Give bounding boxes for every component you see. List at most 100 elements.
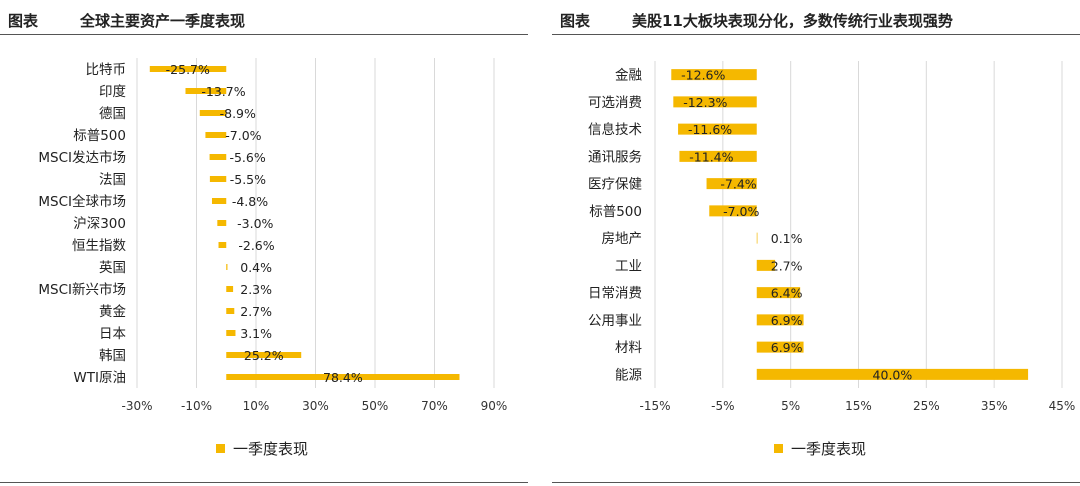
x-tick-label: 90% <box>481 399 508 413</box>
data-label: -5.5% <box>230 172 266 187</box>
category-label: MSCI新兴市场 <box>38 281 126 298</box>
category-label: 恒生指数 <box>72 238 126 254</box>
category-label: 房地产 <box>602 231 643 247</box>
category-label: 日常消费 <box>588 286 642 302</box>
x-tick-label: -30% <box>121 399 152 413</box>
category-label: MSCI发达市场 <box>38 149 126 166</box>
data-label: -12.3% <box>683 95 727 110</box>
data-label: 2.7% <box>240 304 272 319</box>
left-bar-chart: -30% -10% 10% 30% 50% 70% 90% 比特币 -25.7% 印度 -13.7%… <box>38 58 508 413</box>
category-label: 印度 <box>99 84 126 100</box>
x-tick-label: -10% <box>181 399 212 413</box>
right-chart-title: 美股11大板块表现分化，多数传统行业表现强势 <box>632 12 953 30</box>
data-label: -7.0% <box>723 204 759 219</box>
data-label: 78.4% <box>323 370 363 385</box>
category-label: 黄金 <box>99 304 126 320</box>
data-label: -7.4% <box>720 177 756 192</box>
category-label: 医疗保健 <box>588 177 642 193</box>
category-label: 标普500 <box>589 204 642 220</box>
left-legend-label: 一季度表现 <box>233 440 309 458</box>
bar <box>709 205 757 217</box>
left-bottom-rule <box>0 482 528 483</box>
category-label: 信息技术 <box>588 121 642 138</box>
data-label: -13.7% <box>201 84 245 99</box>
bar <box>756 259 776 271</box>
data-label: -3.0% <box>237 216 273 231</box>
right-bottom-rule <box>552 482 1080 483</box>
right-chart-panel: 图表 美股11大板块表现分化，多数传统行业表现强势 -15% -5% 5% 15% 25… <box>552 0 1080 486</box>
data-label: 0.1% <box>771 231 803 246</box>
right-bar-chart: -15% -5% 5% 15% 25% 35% 45% 金融 -12.6% 可选消费 -12.3% 信… <box>588 61 1076 413</box>
data-label: -8.9% <box>220 106 256 121</box>
category-label: 韩国 <box>99 348 126 364</box>
bar <box>678 123 757 135</box>
x-tick-label: 5% <box>781 399 800 413</box>
bar <box>226 264 228 270</box>
data-label: 6.9% <box>771 313 803 328</box>
category-label: 金融 <box>615 68 643 84</box>
data-label: -4.8% <box>232 194 268 209</box>
bar <box>226 330 236 336</box>
category-label: MSCI全球市场 <box>38 193 126 210</box>
bar <box>209 176 227 182</box>
data-label: 6.4% <box>771 286 803 301</box>
bar <box>756 287 801 299</box>
bar <box>226 308 235 314</box>
category-label: 德国 <box>99 106 126 122</box>
x-tick-label: 15% <box>845 399 872 413</box>
bar <box>149 66 227 72</box>
x-tick-label: 10% <box>243 399 270 413</box>
x-tick-label: 45% <box>1049 399 1076 413</box>
bar <box>218 242 227 248</box>
category-label: 工业 <box>615 258 642 274</box>
left-chart-panel: 图表 全球主要资产一季度表现 -30% -10% 10% 30% 50% 70% 90% 比特… <box>0 0 528 486</box>
left-legend: 一季度表现 <box>216 438 308 459</box>
right-title-bar: 图表 美股11大板块表现分化，多数传统行业表现强势 <box>552 4 1080 35</box>
data-label: -11.4% <box>689 149 733 164</box>
bar <box>673 96 757 108</box>
category-label: 法国 <box>99 172 126 188</box>
bar <box>756 341 804 353</box>
data-label: -2.6% <box>238 238 274 253</box>
category-label: 比特币 <box>86 62 127 78</box>
x-tick-label: 50% <box>362 399 389 413</box>
right-legend: 一季度表现 <box>774 438 866 459</box>
category-label: WTI原油 <box>73 370 126 386</box>
left-title-bar: 图表 全球主要资产一季度表现 <box>0 4 528 35</box>
data-label: 6.9% <box>771 340 803 355</box>
bar <box>205 132 227 138</box>
bar <box>679 150 757 162</box>
bar <box>756 314 804 326</box>
bar <box>217 220 227 226</box>
bar <box>226 286 234 292</box>
data-label: -11.6% <box>688 122 732 137</box>
data-label: 3.1% <box>240 326 272 341</box>
category-label: 可选消费 <box>588 95 642 111</box>
bar <box>226 374 460 380</box>
data-label: 2.3% <box>240 282 272 297</box>
data-label: 2.7% <box>771 258 803 273</box>
bar <box>756 368 1029 380</box>
data-label: 25.2% <box>244 348 284 363</box>
data-label: 0.4% <box>240 260 272 275</box>
x-tick-label: 70% <box>421 399 448 413</box>
left-legend-swatch <box>216 444 225 453</box>
right-figure-label: 图表 <box>560 12 591 30</box>
right-legend-label: 一季度表现 <box>791 440 867 458</box>
bar <box>756 232 758 244</box>
data-label: -25.7% <box>166 62 210 77</box>
left-chart-title: 全球主要资产一季度表现 <box>80 12 246 30</box>
bar <box>226 352 302 358</box>
bar <box>209 154 227 160</box>
category-label: 能源 <box>615 367 643 383</box>
bar <box>706 178 757 190</box>
x-tick-label: 25% <box>913 399 940 413</box>
bar <box>211 198 227 204</box>
category-label: 公用事业 <box>588 313 642 329</box>
category-label: 标普500 <box>73 128 126 144</box>
bar <box>199 110 227 116</box>
data-label: 40.0% <box>873 367 913 382</box>
category-label: 通讯服务 <box>588 149 642 165</box>
x-tick-label: -5% <box>711 399 734 413</box>
x-tick-label: 30% <box>302 399 329 413</box>
